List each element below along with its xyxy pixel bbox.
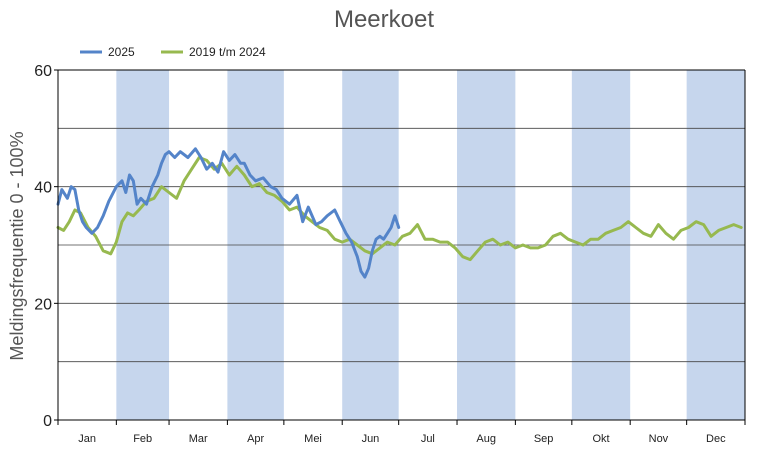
chart-title: Meerkoet <box>334 6 434 33</box>
x-tick-label-aug: Aug <box>476 433 496 445</box>
x-tick-label-feb: Feb <box>133 433 152 445</box>
x-tick-label-dec: Dec <box>706 433 726 445</box>
axes <box>54 69 746 425</box>
x-tick-label-nov: Nov <box>649 433 669 445</box>
series-line-2025 <box>56 147 401 279</box>
x-tick-label-apr: Apr <box>247 433 264 445</box>
y-tick-label: 40 <box>34 180 52 197</box>
x-tick-label-sep: Sep <box>534 433 554 445</box>
series-line-2019-2024 <box>56 156 743 262</box>
y-tick-label: 0 <box>43 413 52 430</box>
y-tick-labels: 0 20 40 60 <box>34 63 52 430</box>
y-axis-label: Meldingsfrequentie 0 - 100% <box>7 131 27 360</box>
legend: 2025 2019 t/m 2024 <box>80 45 266 59</box>
x-tick-label-mei: Mei <box>304 433 322 445</box>
x-tick-label-mar: Mar <box>189 433 208 445</box>
x-tick-label-jul: Jul <box>421 433 435 445</box>
x-tick-label-okt: Okt <box>592 433 609 445</box>
x-tick-labels: Jan Feb Mar Apr Mei Jun Jul Aug Sep Okt Nov Dec <box>78 433 726 445</box>
series-lines <box>56 147 743 279</box>
y-tick-label: 60 <box>34 63 52 80</box>
legend-label-2019-2024: 2019 t/m 2024 <box>189 45 266 59</box>
legend-label-2025: 2025 <box>108 45 135 59</box>
x-tick-label-jan: Jan <box>78 433 96 445</box>
y-tick-label: 20 <box>34 296 52 313</box>
gridlines <box>58 127 745 363</box>
x-tick-label-jun: Jun <box>362 433 380 445</box>
